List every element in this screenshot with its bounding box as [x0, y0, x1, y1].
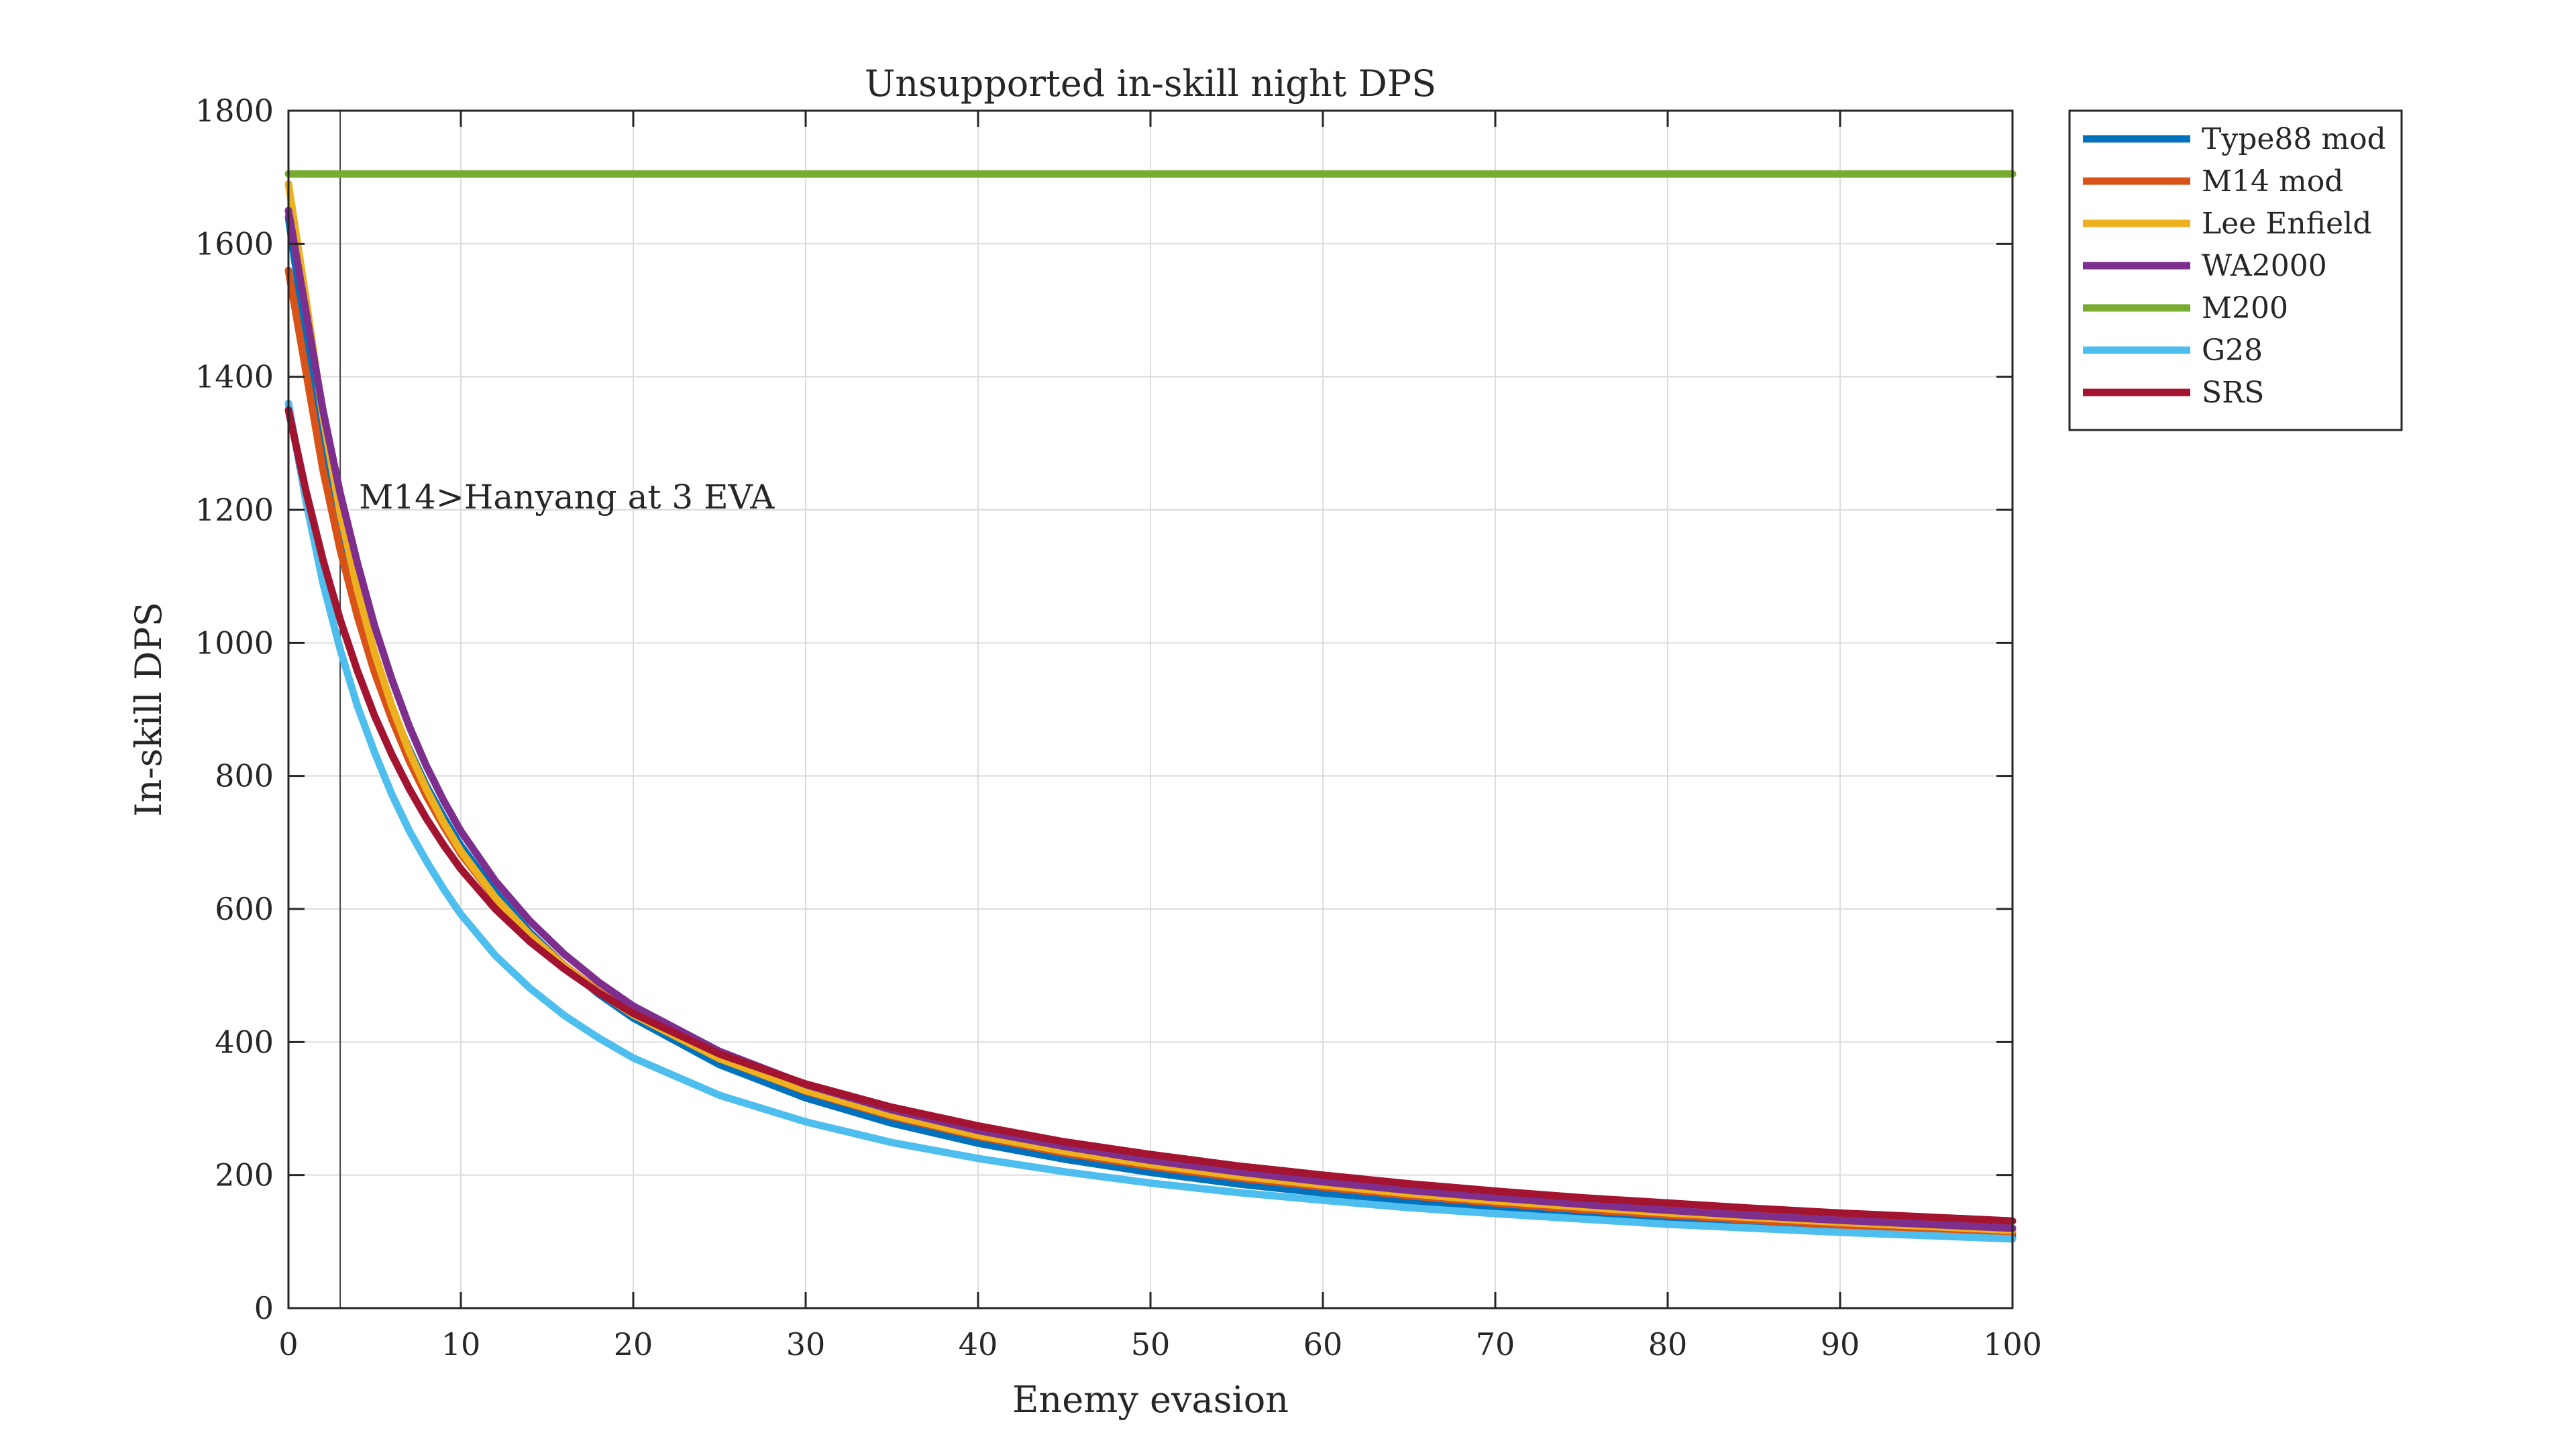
x-tick-label: 60 — [1303, 1326, 1343, 1362]
legend: Type88 mod M14 mod Lee Enfield WA2000 M200 G2… — [2068, 109, 2403, 431]
y-tick-label: 800 — [215, 758, 274, 794]
legend-label-lee-enfield: Lee Enfield — [2202, 207, 2371, 241]
legend-label-srs: SRS — [2202, 376, 2264, 410]
series-line-wa2000 — [284, 207, 2017, 1232]
x-axis-label: Enemy evasion — [1012, 1379, 1289, 1421]
chart-title: Unsupported in-skill night DPS — [865, 62, 1436, 105]
legend-box — [2068, 109, 2403, 431]
y-axis-label: In-skill DPS — [127, 602, 170, 816]
x-tick-label: 20 — [614, 1326, 653, 1362]
y-tick-label: 600 — [215, 891, 274, 927]
x-tick-label: 90 — [1821, 1326, 1860, 1362]
y-tick-label: 400 — [215, 1024, 274, 1060]
y-tick-label: 1800 — [195, 93, 274, 129]
y-tick-label: 200 — [215, 1157, 274, 1193]
x-tick-label: 10 — [441, 1326, 481, 1362]
x-tick-label: 50 — [1131, 1326, 1171, 1362]
legend-label-m200: M200 — [2202, 291, 2288, 325]
legend-label-type88-mod: Type88 mod — [2202, 122, 2386, 156]
series-line-g28 — [284, 399, 2017, 1243]
x-tick-label: 30 — [786, 1326, 826, 1362]
x-tick-label: 80 — [1648, 1326, 1688, 1362]
reference-line-label: M14>Hanyang at 3 EVA — [359, 478, 775, 517]
series-group — [284, 170, 2017, 1243]
x-tick-label: 40 — [959, 1326, 998, 1362]
x-tick-label: 0 — [278, 1326, 298, 1362]
legend-label-wa2000: WA2000 — [2202, 249, 2327, 283]
x-tick-label: 100 — [1983, 1326, 2042, 1362]
ticks — [287, 109, 2014, 1309]
series-line-srs — [284, 406, 2017, 1225]
y-tick-label: 1400 — [195, 359, 274, 395]
x-tick-label: 70 — [1476, 1326, 1515, 1362]
tick-labels: 0 10 20 30 40 50 60 70 80 90 100020040060080010001… — [195, 93, 2042, 1362]
y-tick-label: 1600 — [195, 225, 274, 262]
legend-label-g28: G28 — [2202, 333, 2263, 368]
y-tick-label: 1000 — [195, 625, 274, 661]
legend-label-m14-mod: M14 mod — [2202, 164, 2343, 199]
y-tick-label: 0 — [254, 1290, 274, 1326]
y-tick-label: 1200 — [195, 492, 274, 528]
